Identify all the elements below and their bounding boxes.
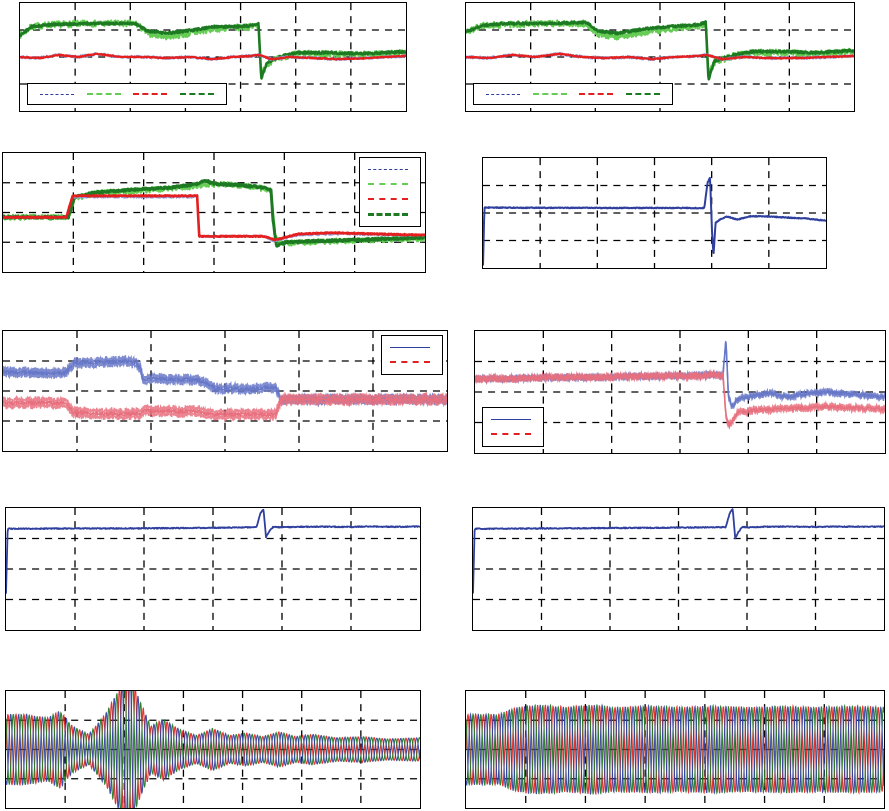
legend-swatch-icon xyxy=(179,93,214,95)
legend-entry xyxy=(368,168,408,170)
legend-entry xyxy=(390,361,430,364)
legend-swatch-icon xyxy=(390,346,430,348)
plot-area xyxy=(6,691,420,808)
panel-r4c2[interactable] xyxy=(472,507,885,631)
legend-swatch-icon xyxy=(368,168,408,170)
legend-entry xyxy=(368,212,408,216)
panel-r5c2[interactable] xyxy=(465,690,885,809)
legend-swatch-icon xyxy=(486,93,521,95)
legend-entry xyxy=(368,182,408,185)
plot-area xyxy=(3,153,425,272)
plot-area xyxy=(466,691,884,808)
legend-swatch-icon xyxy=(491,418,531,420)
plot-area xyxy=(483,158,826,268)
panel-r3c1[interactable] xyxy=(2,330,448,452)
legend-entry xyxy=(579,93,614,95)
plot-area xyxy=(473,508,884,630)
panel-r2c2[interactable] xyxy=(482,157,827,269)
legend-panel-r3c2[interactable] xyxy=(482,407,544,447)
legend-entry xyxy=(390,346,430,348)
legend-entry xyxy=(491,418,531,420)
legend-entry xyxy=(133,93,168,95)
plot-area xyxy=(3,331,447,451)
legend-entry xyxy=(368,197,408,200)
legend-entry xyxy=(491,433,531,436)
legend-entry xyxy=(40,93,75,95)
legend-panel-r2c1[interactable] xyxy=(359,157,421,227)
plot-area xyxy=(466,3,854,111)
plot-area xyxy=(20,3,406,111)
legend-swatch-icon xyxy=(133,93,168,95)
panel-r1c2[interactable] xyxy=(465,2,855,112)
legend-swatch-icon xyxy=(86,93,121,95)
panel-r2c1[interactable] xyxy=(2,152,426,273)
panel-r1c1[interactable] xyxy=(19,2,407,112)
legend-entry xyxy=(486,93,521,95)
legend-swatch-icon xyxy=(625,93,660,95)
legend-swatch-icon xyxy=(368,182,408,185)
legend-swatch-icon xyxy=(390,361,430,364)
legend-panel-r1c2[interactable] xyxy=(473,83,673,105)
legend-swatch-icon xyxy=(368,212,408,216)
legend-entry xyxy=(86,93,121,95)
legend-swatch-icon xyxy=(532,93,567,95)
panel-r3c2[interactable] xyxy=(474,330,886,454)
legend-entry xyxy=(532,93,567,95)
plot-area xyxy=(6,508,420,630)
legend-swatch-icon xyxy=(368,197,408,200)
legend-swatch-icon xyxy=(40,93,75,95)
panel-r4c1[interactable] xyxy=(5,507,421,631)
legend-swatch-icon xyxy=(579,93,614,95)
panel-r5c1[interactable] xyxy=(5,690,421,809)
legend-entry xyxy=(179,93,214,95)
legend-swatch-icon xyxy=(491,433,531,436)
legend-entry xyxy=(625,93,660,95)
legend-panel-r3c1[interactable] xyxy=(381,335,443,375)
legend-panel-r1c1[interactable] xyxy=(27,83,227,105)
